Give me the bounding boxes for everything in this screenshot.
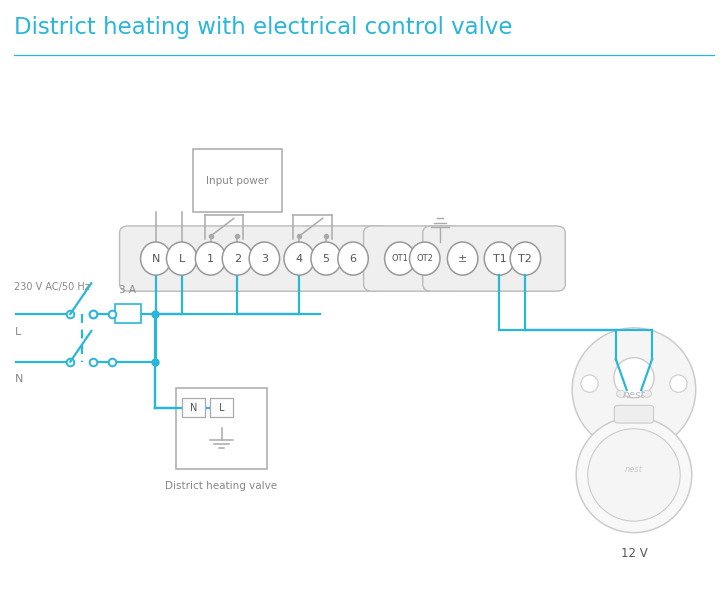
Text: N: N: [151, 254, 160, 264]
Ellipse shape: [410, 242, 440, 275]
Ellipse shape: [587, 429, 680, 521]
Ellipse shape: [484, 242, 515, 275]
Ellipse shape: [384, 242, 415, 275]
Text: nest: nest: [622, 390, 645, 400]
Ellipse shape: [195, 242, 226, 275]
Ellipse shape: [581, 375, 598, 392]
Ellipse shape: [576, 417, 692, 533]
Text: L: L: [15, 327, 20, 337]
FancyBboxPatch shape: [182, 398, 205, 417]
Text: OT2: OT2: [416, 254, 433, 263]
Text: 3 A: 3 A: [119, 285, 136, 295]
Text: ±: ±: [458, 254, 467, 264]
Bar: [175, 387, 267, 469]
Ellipse shape: [222, 242, 253, 275]
Text: T1: T1: [493, 254, 507, 264]
Text: L: L: [218, 403, 224, 413]
Text: 12 V: 12 V: [620, 548, 647, 560]
FancyBboxPatch shape: [363, 226, 461, 291]
Text: Input power: Input power: [206, 176, 269, 185]
Ellipse shape: [510, 242, 541, 275]
Text: District heating valve: District heating valve: [165, 481, 277, 491]
Bar: [193, 148, 282, 213]
Text: 3: 3: [261, 254, 268, 264]
FancyBboxPatch shape: [614, 405, 654, 423]
Circle shape: [617, 390, 625, 397]
Bar: [115, 305, 141, 323]
FancyBboxPatch shape: [423, 226, 565, 291]
Ellipse shape: [167, 242, 197, 275]
Text: T2: T2: [518, 254, 532, 264]
Text: 1: 1: [207, 254, 214, 264]
Text: nest: nest: [625, 465, 643, 473]
FancyBboxPatch shape: [210, 398, 233, 417]
Ellipse shape: [141, 242, 171, 275]
Ellipse shape: [572, 328, 696, 451]
Text: 2: 2: [234, 254, 241, 264]
Circle shape: [643, 390, 652, 397]
Ellipse shape: [670, 375, 687, 392]
Ellipse shape: [338, 242, 368, 275]
Text: N: N: [190, 403, 197, 413]
Text: OT1: OT1: [392, 254, 408, 263]
Text: L: L: [178, 254, 185, 264]
Text: 4: 4: [296, 254, 303, 264]
Text: N: N: [15, 374, 23, 384]
Ellipse shape: [284, 242, 314, 275]
Ellipse shape: [311, 242, 341, 275]
Text: District heating with electrical control valve: District heating with electrical control…: [15, 16, 513, 39]
Text: 5: 5: [323, 254, 330, 264]
Ellipse shape: [249, 242, 280, 275]
Ellipse shape: [448, 242, 478, 275]
Text: 230 V AC/50 Hz: 230 V AC/50 Hz: [15, 282, 90, 292]
FancyBboxPatch shape: [119, 226, 389, 291]
Text: 6: 6: [349, 254, 357, 264]
Ellipse shape: [614, 358, 654, 398]
